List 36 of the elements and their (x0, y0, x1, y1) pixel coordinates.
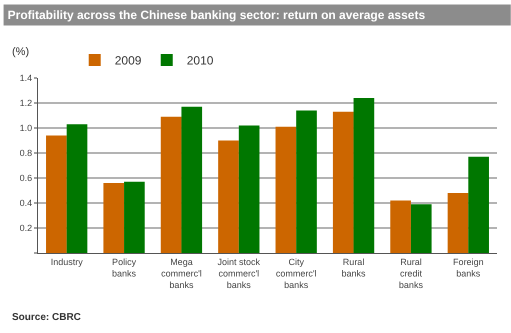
bar (390, 200, 411, 253)
x-tick-label: Rural credit banks (398, 256, 424, 290)
y-tick-label: 0.2 (20, 223, 32, 234)
x-tick-label: Mega commerc'l banks (161, 256, 202, 290)
x-tick-label: Policy banks (112, 256, 137, 278)
bar (276, 126, 296, 253)
y-tick-label: 0.6 (20, 173, 32, 184)
bar (410, 204, 432, 253)
x-tick-label: City commerc'l banks (276, 256, 317, 290)
x-tick-label: Rural banks (342, 256, 366, 278)
source-note: Source: CBRC (12, 312, 81, 323)
bar (124, 182, 145, 253)
bar (46, 136, 67, 253)
x-tick-label: Foreign banks (453, 256, 484, 278)
bar (160, 116, 182, 253)
bar (66, 124, 88, 253)
y-tick-label: 1.2 (20, 98, 32, 108)
y-tick-label: 1.0 (20, 123, 32, 134)
legend-label: 2009 (114, 54, 142, 68)
bar (448, 193, 468, 253)
bar (238, 126, 260, 253)
bar (354, 98, 374, 253)
y-tick-label: 1.4 (20, 73, 32, 84)
x-tick-label: Joint stock commerc'l banks (218, 256, 261, 290)
bar (181, 106, 202, 253)
bar (103, 183, 124, 253)
x-tick-label: Industry (50, 256, 84, 267)
y-axis-title: (%) (12, 46, 30, 58)
bar (218, 140, 239, 253)
y-tick-label: 0.8 (20, 148, 32, 158)
legend-label: 2010 (186, 54, 214, 68)
bar (468, 156, 489, 253)
y-tick-label: 0.4 (20, 198, 32, 208)
bar (332, 112, 354, 253)
bar (296, 110, 317, 253)
chart-title: Profitability across the Chinese banking sector: return on average assets (8, 8, 426, 22)
